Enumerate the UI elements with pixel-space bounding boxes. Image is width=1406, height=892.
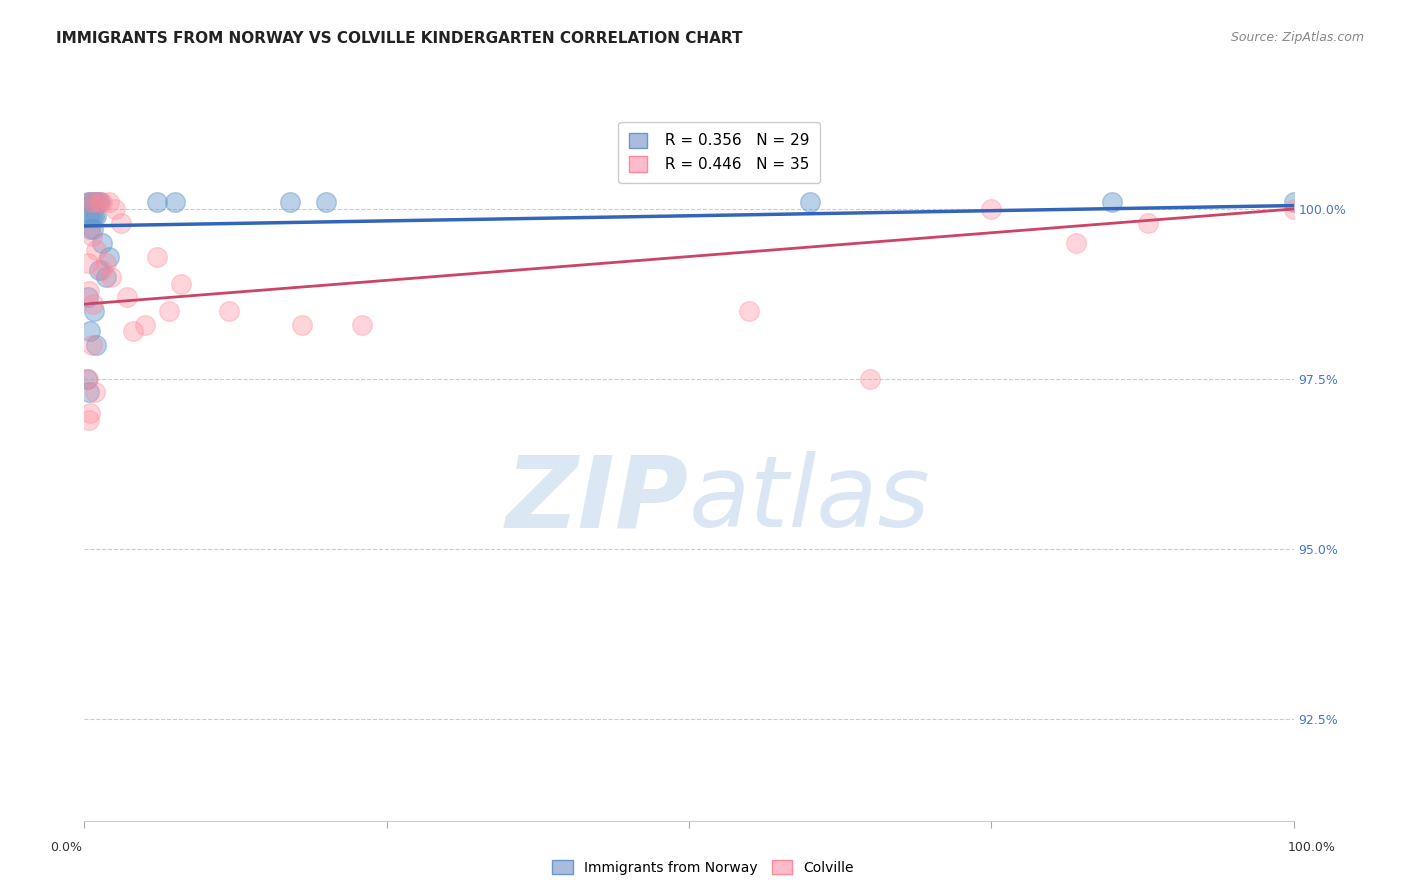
Point xyxy=(859,372,882,386)
Point xyxy=(89,195,111,210)
Point xyxy=(121,324,143,338)
Point xyxy=(170,277,193,291)
Point xyxy=(1064,235,1087,250)
Point xyxy=(82,222,104,236)
Point xyxy=(77,256,100,270)
Point xyxy=(87,263,110,277)
Point xyxy=(110,216,132,230)
Point xyxy=(77,412,100,426)
Text: ZIP: ZIP xyxy=(506,451,689,548)
Point xyxy=(86,195,108,210)
Point xyxy=(115,290,138,304)
Point xyxy=(79,406,101,420)
Text: 100.0%: 100.0% xyxy=(1288,841,1336,854)
Point xyxy=(84,385,107,400)
Point xyxy=(77,290,100,304)
Point xyxy=(83,304,105,318)
Point xyxy=(82,195,104,210)
Point xyxy=(278,195,301,210)
Point xyxy=(77,372,100,386)
Point xyxy=(94,269,117,284)
Point xyxy=(738,304,761,318)
Point xyxy=(86,338,108,352)
Point xyxy=(86,209,108,223)
Point xyxy=(87,195,110,210)
Point xyxy=(91,263,114,277)
Point xyxy=(80,209,103,223)
Text: Source: ZipAtlas.com: Source: ZipAtlas.com xyxy=(1230,31,1364,45)
Point xyxy=(86,243,108,257)
Point xyxy=(799,195,821,210)
Point xyxy=(77,195,100,210)
Point xyxy=(1282,195,1305,210)
Point xyxy=(83,209,105,223)
Text: IMMIGRANTS FROM NORWAY VS COLVILLE KINDERGARTEN CORRELATION CHART: IMMIGRANTS FROM NORWAY VS COLVILLE KINDE… xyxy=(56,31,742,46)
Point xyxy=(77,284,100,298)
Point xyxy=(157,304,180,318)
Point xyxy=(165,195,187,210)
Point xyxy=(352,318,374,332)
Point xyxy=(91,235,114,250)
Point xyxy=(83,195,105,210)
Point xyxy=(76,372,98,386)
Point xyxy=(1101,195,1123,210)
Point xyxy=(77,209,100,223)
Text: atlas: atlas xyxy=(689,451,931,548)
Point xyxy=(980,202,1002,216)
Point xyxy=(1282,202,1305,216)
Point xyxy=(97,195,120,210)
Point xyxy=(104,202,127,216)
Legend:  R = 0.356   N = 29,  R = 0.446   N = 35: R = 0.356 N = 29, R = 0.446 N = 35 xyxy=(619,122,820,183)
Point xyxy=(97,250,120,264)
Point xyxy=(80,229,103,244)
Text: 0.0%: 0.0% xyxy=(51,841,82,854)
Point xyxy=(146,195,169,210)
Point xyxy=(1137,216,1160,230)
Point xyxy=(134,318,156,332)
Point xyxy=(84,195,107,210)
Point xyxy=(146,250,169,264)
Point xyxy=(79,324,101,338)
Point xyxy=(100,269,122,284)
Point xyxy=(218,304,240,318)
Point xyxy=(77,385,100,400)
Point xyxy=(91,195,114,210)
Legend: Immigrants from Norway, Colville: Immigrants from Norway, Colville xyxy=(547,855,859,880)
Point xyxy=(79,195,101,210)
Point xyxy=(94,256,117,270)
Point xyxy=(79,222,101,236)
Point xyxy=(291,318,314,332)
Point xyxy=(315,195,337,210)
Point xyxy=(79,195,101,210)
Point xyxy=(82,297,104,311)
Point xyxy=(80,338,103,352)
